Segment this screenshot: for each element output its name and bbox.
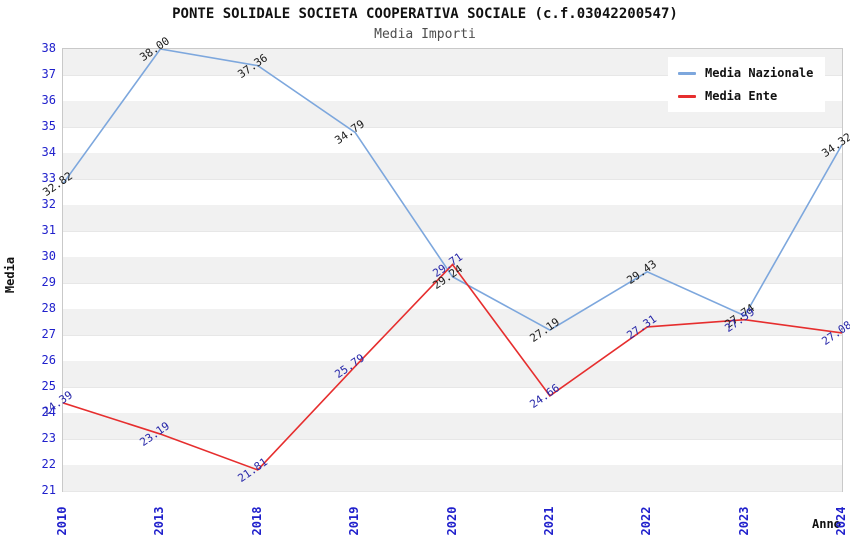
legend: Media Nazionale Media Ente — [668, 57, 826, 112]
y-tick-label: 34 — [41, 145, 56, 159]
grid-band — [63, 413, 842, 439]
legend-label: Media Nazionale — [705, 66, 814, 80]
y-tick-label: 37 — [41, 67, 56, 81]
grid-band — [63, 205, 842, 231]
gridline — [63, 75, 842, 76]
y-tick-label: 31 — [41, 223, 56, 237]
legend-label: Media Ente — [705, 89, 778, 103]
x-tick-label: 2013 — [152, 506, 167, 536]
gridline — [63, 231, 842, 232]
y-tick-label: 26 — [41, 353, 56, 367]
legend-marker-ente-icon — [678, 94, 696, 98]
x-tick-label: 2020 — [444, 506, 459, 536]
gridline — [63, 127, 842, 128]
grid-band — [63, 465, 842, 491]
grid-band — [63, 361, 842, 387]
y-tick-label: 38 — [41, 41, 56, 55]
x-tick-label: 2021 — [541, 506, 556, 536]
y-tick-label: 33 — [41, 171, 56, 185]
gridline — [63, 491, 842, 492]
grid-band — [63, 153, 842, 179]
x-axis-title: Anno — [812, 517, 841, 531]
x-tick-label: 2018 — [249, 506, 264, 536]
y-tick-label: 25 — [41, 379, 56, 393]
series-line-media-ente — [63, 263, 842, 471]
x-tick-label: 2022 — [639, 506, 654, 536]
y-tick-label: 28 — [41, 301, 56, 315]
chart-title: PONTE SOLIDALE SOCIETA COOPERATIVA SOCIA… — [172, 6, 678, 22]
y-tick-label: 24 — [41, 405, 56, 419]
y-tick-label: 21 — [41, 483, 56, 497]
x-tick-label: 2019 — [347, 506, 362, 536]
y-tick-label: 32 — [41, 197, 56, 211]
gridline — [63, 335, 842, 336]
y-tick-label: 27 — [41, 327, 56, 341]
grid-band — [63, 257, 842, 283]
gridline — [63, 179, 842, 180]
series-line-media-nazionale — [63, 49, 842, 331]
series-lines — [63, 49, 842, 471]
legend-item-media-ente: Media Ente — [678, 89, 813, 103]
y-tick-label: 36 — [41, 93, 56, 107]
chart-subtitle: Media Importi — [374, 27, 476, 42]
x-tick-label: 2023 — [736, 506, 751, 536]
y-tick-label: 35 — [41, 119, 56, 133]
legend-marker-nazionale-icon — [678, 71, 696, 75]
y-tick-label: 29 — [41, 275, 56, 289]
x-tick-label: 2010 — [55, 506, 69, 536]
gridline — [63, 387, 842, 388]
y-tick-label: 23 — [41, 431, 56, 445]
y-tick-label: 30 — [41, 249, 56, 263]
gridline — [63, 439, 842, 440]
y-axis-title: Media — [3, 256, 17, 294]
legend-item-media-nazionale: Media Nazionale — [678, 66, 813, 80]
y-tick-label: 22 — [41, 457, 56, 471]
x-tick-label: 2024 — [834, 506, 848, 536]
plot-area: 32.82 38.00 37.36 34.79 29.24 27.19 29.43 27.74… — [40, 34, 850, 492]
gridline — [63, 283, 842, 284]
